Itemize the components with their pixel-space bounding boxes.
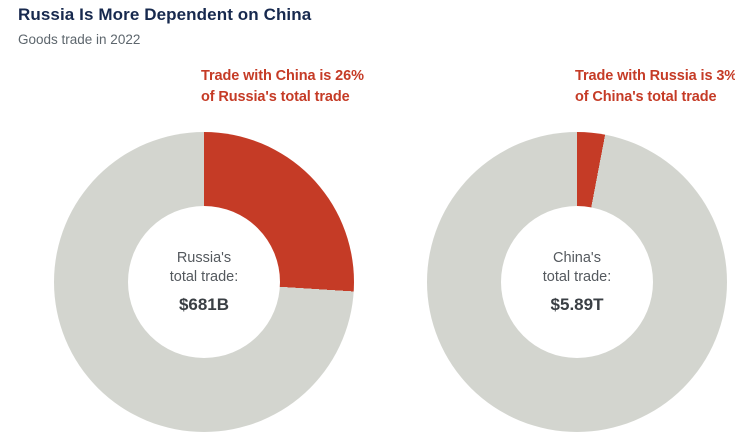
figure-title: Russia Is More Dependent on China: [18, 5, 312, 24]
russia-donut-center: Russia's total trade: $681B: [128, 206, 280, 358]
china-center-line1: China's: [553, 250, 601, 266]
china-donut-chart: China's total trade: $5.89T: [427, 132, 727, 432]
china-center-line2: total trade:: [542, 269, 612, 285]
china-donut-center: China's total trade: $5.89T: [501, 206, 653, 358]
figure-subtitle: Goods trade in 2022: [18, 32, 141, 47]
russia-annotation-line1: Trade with China is 26%: [201, 68, 364, 84]
china-annotation-line2: of China's total trade: [575, 89, 717, 105]
china-annotation-line1: Trade with Russia is 3%: [575, 68, 735, 84]
china-total-trade-value: $5.89T: [550, 295, 604, 314]
russia-annotation-line2: of Russia's total trade: [201, 89, 350, 105]
russia-annotation: Trade with China is 26% of Russia's tota…: [201, 66, 364, 108]
china-annotation: Trade with Russia is 3% of China's total…: [575, 66, 735, 108]
russia-total-trade-value: $681B: [178, 295, 230, 314]
russia-center-line2: total trade:: [169, 269, 239, 285]
russia-center-line1: Russia's: [176, 250, 232, 266]
russia-donut-chart: Russia's total trade: $681B: [54, 132, 354, 432]
